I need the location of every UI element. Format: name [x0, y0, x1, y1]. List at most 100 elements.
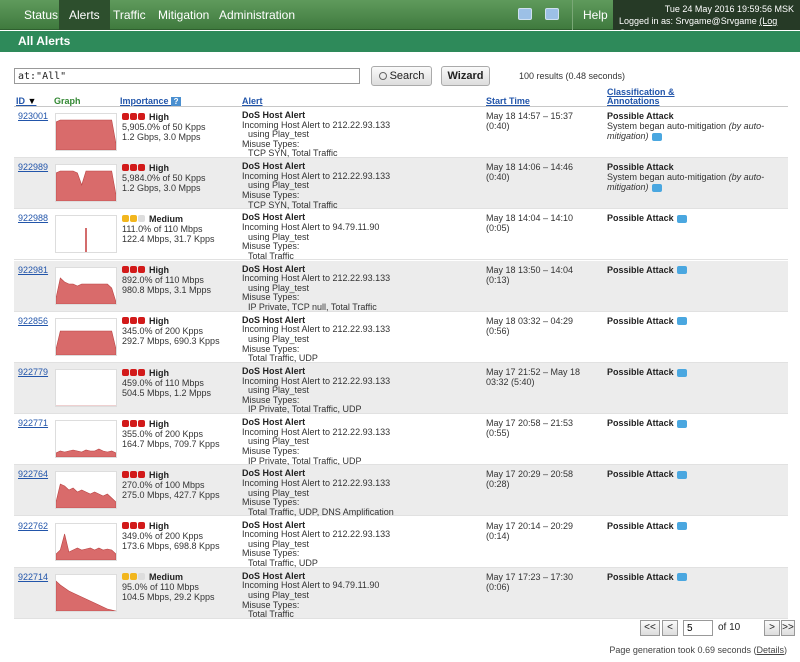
classification-title: Possible Attack: [607, 264, 674, 275]
importance-dots: [122, 316, 146, 326]
alert-graph[interactable]: [55, 420, 117, 459]
alert-id-link[interactable]: 922764: [18, 469, 49, 480]
alert-id-link[interactable]: 922989: [18, 162, 49, 173]
start-time-cell: May 18 03:32 – 04:29 (0:56): [486, 316, 604, 336]
comment-icon[interactable]: [676, 317, 687, 326]
comment-icon[interactable]: [676, 522, 687, 531]
table-row[interactable]: 922989 High 5,984.0% of 50 Kpps 1.2 Gbps, 3…: [14, 158, 788, 210]
importance-dot: [130, 112, 137, 120]
sort-desc-icon: ▼: [27, 96, 37, 106]
alert-graph[interactable]: [55, 113, 117, 151]
window-icon[interactable]: [518, 8, 532, 20]
importance-ratio: 5,984.0% of 50 Kpps: [122, 172, 206, 183]
classification-title: Possible Attack: [607, 315, 674, 326]
table-row[interactable]: 922771 High 355.0% of 200 Kpps 164.7 Mbps, …: [14, 414, 788, 466]
alert-title[interactable]: DoS Host Alert: [242, 417, 306, 428]
alert-title[interactable]: DoS Host Alert: [242, 570, 306, 581]
info-icon[interactable]: ?: [171, 97, 182, 107]
alert-title[interactable]: DoS Host Alert: [242, 366, 306, 376]
alert-id-link[interactable]: 923001: [18, 111, 49, 121]
alert-id-link[interactable]: 922762: [18, 520, 49, 531]
alert-target: Incoming Host Alert to 212.22.93.133: [242, 119, 391, 130]
col-importance[interactable]: Importance ?: [120, 96, 182, 107]
alert-title[interactable]: DoS Host Alert: [242, 519, 306, 530]
misuse-label: Misuse Types:: [242, 548, 300, 559]
wizard-button[interactable]: Wizard: [441, 66, 490, 86]
alert-id-link[interactable]: 922856: [18, 315, 49, 326]
alert-graph[interactable]: [55, 369, 117, 407]
table-row[interactable]: 922762 High 349.0% of 200 Kpps 173.6 Mbps, …: [14, 517, 788, 568]
comment-icon[interactable]: [651, 183, 662, 192]
alert-title[interactable]: DoS Host Alert: [242, 212, 306, 223]
start-time-cell: May 18 14:57 – 15:37 (0:40): [486, 111, 604, 131]
alert-using: using Play_test: [248, 538, 310, 549]
next-page-button[interactable]: >: [764, 620, 780, 636]
alert-title[interactable]: DoS Host Alert: [242, 314, 306, 325]
start-range: May 18 14:04 – 14:10: [486, 213, 574, 224]
importance-dots: [122, 470, 146, 480]
table-row[interactable]: 922981 High 892.0% of 110 Mbps 980.8 Mbps, …: [14, 260, 788, 312]
comment-icon[interactable]: [676, 419, 687, 428]
table-row[interactable]: 922856 High 345.0% of 200 Kpps 292.7 Mbps, …: [14, 312, 788, 363]
details-link[interactable]: Details: [756, 645, 784, 655]
importance-dot: [122, 573, 129, 581]
importance-rates: 1.2 Gbps, 3.0 Mpps: [122, 131, 201, 142]
first-page-button[interactable]: <<: [640, 620, 660, 636]
alert-id-link[interactable]: 922714: [18, 571, 49, 582]
search-input[interactable]: [14, 68, 360, 84]
col-alert[interactable]: Alert: [242, 96, 263, 106]
prev-page-button[interactable]: <: [662, 620, 678, 636]
table-row[interactable]: 923001 High 5,905.0% of 50 Kpps 1.2 Gbps, 3…: [14, 107, 788, 158]
alert-title[interactable]: DoS Host Alert: [242, 161, 306, 172]
importance-dot: [130, 266, 137, 274]
alert-using: using Play_test: [248, 129, 310, 140]
page-number-input[interactable]: [683, 620, 713, 636]
search-button[interactable]: Search: [371, 66, 432, 86]
table-row[interactable]: 922779 High 459.0% of 110 Mbps 504.5 Mbps, …: [14, 363, 788, 414]
misuse-types: Total Traffic, UDP: [248, 353, 318, 364]
alert-title[interactable]: DoS Host Alert: [242, 468, 306, 479]
importance-ratio: 270.0% of 100 Mbps: [122, 480, 205, 491]
alert-graph[interactable]: [55, 317, 117, 356]
alert-graph[interactable]: [55, 522, 117, 561]
comment-icon[interactable]: [651, 132, 662, 141]
alert-id-link[interactable]: 922988: [18, 213, 49, 224]
alert-title[interactable]: DoS Host Alert: [242, 110, 306, 120]
nav-mitigation[interactable]: Mitigation: [158, 8, 210, 22]
start-time-cell: May 17 21:52 – May 18 03:32 (5:40): [486, 367, 604, 387]
classification-cell: Possible Attack: [607, 521, 785, 531]
last-page-button[interactable]: >>: [781, 620, 795, 636]
page-generation-info: Page generation took 0.69 seconds (Detai…: [609, 645, 787, 655]
nav-administration[interactable]: Administration: [219, 8, 296, 22]
table-row[interactable]: 922764 High 270.0% of 100 Mbps 275.0 Mbps, …: [14, 465, 788, 517]
nav-status[interactable]: Status: [24, 8, 59, 22]
col-start-time[interactable]: Start Time: [486, 96, 530, 106]
alert-graph[interactable]: [55, 266, 117, 305]
alert-graph[interactable]: [55, 573, 117, 612]
alert-graph[interactable]: [55, 215, 117, 254]
comment-icon[interactable]: [676, 215, 687, 224]
table-row[interactable]: 922988 Medium 111.0% of 110 Mbps 122.4 Mbps…: [14, 209, 788, 261]
alert-title[interactable]: DoS Host Alert: [242, 263, 306, 274]
user-info: Tue 24 May 2016 19:59:56 MSK Logged in a…: [613, 0, 800, 38]
importance-dot: [122, 522, 129, 530]
sparkline: [55, 119, 117, 151]
alert-id-link[interactable]: 922981: [18, 264, 49, 275]
alert-graph[interactable]: [55, 164, 117, 203]
alert-graph[interactable]: [55, 471, 117, 510]
table-row[interactable]: 922714 Medium 95.0% of 110 Mbps 104.5 Mbps,…: [14, 567, 788, 619]
nav-alerts[interactable]: Alerts: [59, 0, 110, 30]
classification-cell: Possible Attack System began auto-mitigat…: [607, 162, 785, 192]
comment-icon[interactable]: [676, 573, 687, 582]
comment-icon[interactable]: [676, 266, 687, 275]
nav-traffic[interactable]: Traffic: [113, 8, 146, 22]
duration: (0:28): [486, 479, 510, 490]
col-id[interactable]: ID ▼: [16, 96, 37, 106]
comment-icon[interactable]: [676, 368, 687, 377]
mail-icon[interactable]: [545, 8, 559, 20]
col-classification[interactable]: Classification & Annotations: [607, 87, 675, 106]
help-link[interactable]: Help: [572, 0, 612, 30]
alert-id-link[interactable]: 922771: [18, 418, 49, 429]
alert-id-link[interactable]: 922779: [18, 367, 49, 377]
comment-icon[interactable]: [676, 471, 687, 480]
